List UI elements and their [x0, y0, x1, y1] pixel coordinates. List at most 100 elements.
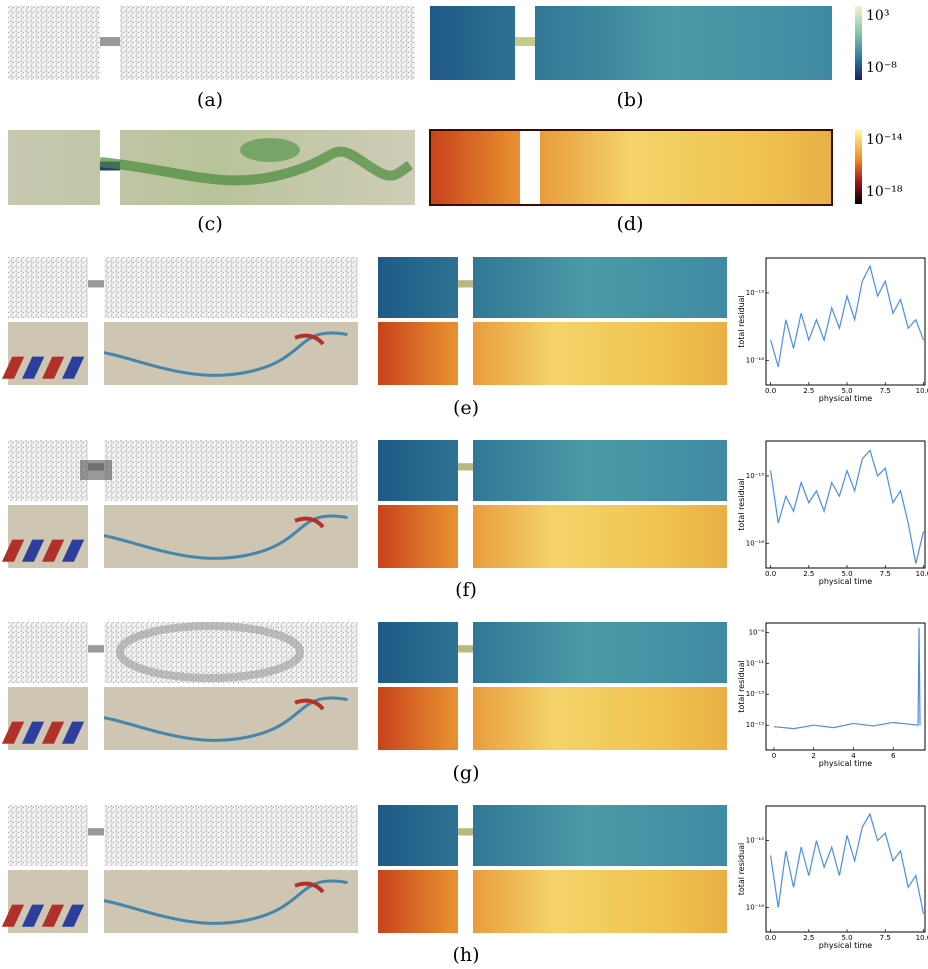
field	[8, 322, 358, 385]
vortex-band	[21, 721, 45, 744]
y-tick-label: 10⁻¹⁶	[746, 904, 764, 912]
x-tick-label: 0.0	[765, 934, 776, 942]
field	[378, 505, 727, 568]
channel	[458, 345, 473, 354]
panel-label: (e)	[453, 397, 479, 419]
plot-frame	[765, 440, 926, 569]
wake-red	[294, 881, 325, 894]
field	[430, 130, 832, 205]
field	[8, 805, 358, 866]
panel-label: (a)	[197, 89, 223, 111]
residual-line	[769, 812, 925, 915]
x-tick-label: 2.5	[803, 570, 814, 578]
channel	[100, 37, 120, 46]
residual-line	[770, 264, 925, 367]
field	[378, 870, 727, 933]
residual-line	[773, 627, 921, 730]
field	[378, 257, 727, 318]
plot-frame	[765, 805, 926, 933]
panel-label: (f)	[455, 579, 477, 601]
channel	[88, 280, 104, 288]
y-tick-label: 10⁻¹⁵	[746, 289, 764, 297]
colorbar	[855, 130, 862, 204]
x-axis-label: physical time	[819, 394, 872, 403]
residual-line	[769, 449, 925, 564]
colorbar-label: 10⁻¹⁴	[866, 132, 903, 148]
y-tick-label: 10⁻¹⁵	[746, 837, 764, 845]
y-axis-label: total residual	[737, 843, 746, 896]
wake-red	[294, 333, 325, 346]
x-tick-label: 7.5	[880, 570, 891, 578]
panel-label: (d)	[617, 213, 644, 235]
channel	[458, 280, 473, 288]
channel	[88, 869, 104, 893]
panel-label: (b)	[617, 89, 644, 111]
field	[8, 870, 358, 933]
channel	[88, 645, 104, 653]
channel	[88, 686, 104, 710]
jet	[99, 146, 413, 186]
channel	[88, 504, 104, 528]
vortex-band	[41, 904, 65, 927]
y-tick-label: 10⁻¹⁶	[746, 356, 764, 364]
x-tick-label: 5.0	[841, 934, 852, 942]
channel	[520, 161, 540, 171]
y-tick-label: 10⁻¹⁶	[746, 539, 764, 547]
y-tick-label: 10⁻¹⁵	[746, 721, 764, 729]
refined	[116, 622, 304, 682]
x-tick-label: 0.0	[765, 570, 776, 578]
y-tick-label: 10⁻¹⁵	[746, 472, 764, 480]
refined	[80, 460, 112, 480]
field	[378, 687, 727, 750]
wake-red	[294, 516, 325, 529]
colorbar	[855, 6, 862, 80]
colorbar-label: 10⁻¹⁸	[866, 184, 903, 200]
x-tick-label: 0.0	[765, 387, 776, 395]
channel	[458, 463, 473, 471]
y-tick-label: 10⁻⁹	[749, 628, 765, 636]
x-tick-label: 5.0	[841, 570, 852, 578]
x-tick-label: 2	[811, 752, 815, 760]
field	[8, 440, 358, 501]
vortex-band	[61, 721, 85, 744]
vortex-band	[41, 539, 65, 562]
x-axis-label: physical time	[819, 759, 872, 768]
x-axis-label: physical time	[819, 577, 872, 586]
vortex-band	[21, 539, 45, 562]
panel-label: (g)	[453, 762, 480, 784]
x-tick-label: 2.5	[803, 934, 814, 942]
y-scale: log	[0, 0, 11, 2]
y-tick-label: 10⁻¹³	[746, 690, 764, 698]
x-tick-label: 0	[772, 752, 776, 760]
y-axis-label: total residual	[737, 478, 746, 531]
channel	[458, 893, 473, 902]
x-tick-label: 2.5	[803, 387, 814, 395]
y-scale: log	[0, 0, 11, 2]
vortex-band	[42, 356, 65, 379]
field	[378, 805, 727, 866]
x-tick-label: 10.0	[916, 570, 928, 578]
vortex-band	[61, 904, 85, 927]
y-axis-label: total residual	[737, 660, 746, 713]
vortex-band	[41, 721, 65, 744]
plot-frame	[765, 257, 926, 386]
y-tick-label: 10⁻¹¹	[746, 659, 764, 667]
x-tick-label: 4	[851, 752, 856, 760]
channel	[88, 321, 104, 345]
y-scale: log	[0, 0, 11, 2]
x-tick-label: 10.0	[916, 387, 928, 395]
vortex-band	[1, 904, 25, 927]
vortex-band	[21, 904, 45, 927]
vortex-band	[1, 539, 25, 562]
x-tick-label: 7.5	[880, 387, 891, 395]
channel	[458, 528, 473, 537]
vortex-band	[62, 356, 85, 379]
x-tick-label: 6	[891, 752, 896, 760]
channel	[458, 710, 473, 719]
field	[8, 505, 358, 568]
channel	[458, 828, 473, 836]
x-axis-label: physical time	[819, 941, 872, 950]
field	[8, 130, 415, 205]
vortex-band	[2, 356, 25, 379]
